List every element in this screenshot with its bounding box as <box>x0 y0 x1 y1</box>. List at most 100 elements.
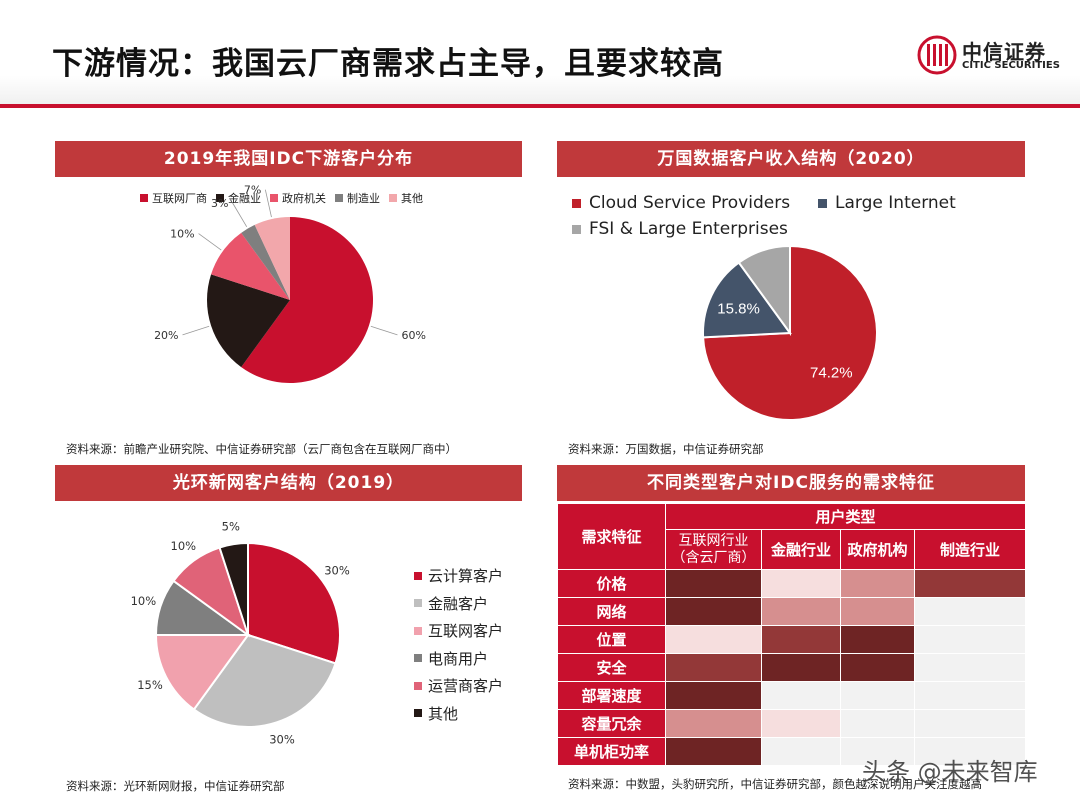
panel2-legend: Cloud Service Providers Large Internet FSI… <box>572 190 992 242</box>
heat-cell <box>665 681 762 710</box>
citic-logo: 中信证券 CITIC SECURITIES <box>916 35 1066 76</box>
heat-cell <box>913 653 1027 682</box>
legend-item: 其他 <box>414 700 503 728</box>
col-group-header: 用户类型 <box>664 503 1027 530</box>
pie-slice <box>702 261 792 339</box>
legend-item: 其他 <box>389 190 423 206</box>
data-label: 30% <box>324 563 350 577</box>
heat-cell <box>761 597 841 626</box>
panel4-title: 不同类型客户对IDC服务的需求特征 <box>557 465 1025 501</box>
legend-label: 运营商客户 <box>428 677 504 696</box>
data-label: 60% <box>401 329 425 342</box>
heat-cell <box>840 597 915 626</box>
data-label: 10% <box>131 594 157 608</box>
legend-swatch <box>216 194 224 202</box>
heat-cell <box>761 569 841 598</box>
legend-item: 制造业 <box>335 190 380 206</box>
data-label: 30% <box>269 733 295 747</box>
legend-label: 金融业 <box>228 192 261 205</box>
row-label: 部署速度 <box>557 681 666 710</box>
legend-swatch <box>335 194 343 202</box>
panel3-source: 资料来源：光环新网财报，中信证券研究部 <box>66 779 285 793</box>
table-row: 安全 <box>557 653 1027 682</box>
pie-chart-sinnet-customers: 30% 30% 15% 10% 10% 5% <box>131 519 350 747</box>
legend-label: 电商用户 <box>428 649 489 668</box>
heat-cell <box>913 569 1027 598</box>
table-row: 单机柜功率 <box>557 737 1027 766</box>
logo-text-cn: 中信证券 <box>962 40 1046 64</box>
panel1-source: 资料来源：前瞻产业研究院、中信证券研究部（云厂商包含在互联网厂商中） <box>66 442 457 456</box>
column-header: 金融行业 <box>761 529 841 570</box>
column-header: 制造行业 <box>913 529 1027 570</box>
heat-cell <box>840 709 915 738</box>
data-label: 3% <box>211 197 228 210</box>
pie-slice <box>218 541 249 636</box>
heat-cell <box>840 653 915 682</box>
legend-label: 互联网厂商 <box>152 192 207 205</box>
header-divider <box>0 104 1080 108</box>
legend-swatch <box>270 194 278 202</box>
heat-cell <box>840 681 915 710</box>
leader-line <box>232 202 248 228</box>
pie-slice <box>154 634 250 711</box>
legend-item: 金融客户 <box>414 590 503 618</box>
legend-item: 互联网客户 <box>414 617 503 645</box>
heat-cell <box>761 737 841 766</box>
row-label: 单机柜功率 <box>557 737 666 766</box>
legend-item: 互联网厂商 <box>140 190 207 206</box>
legend-label: 其他 <box>401 192 423 205</box>
heat-cell <box>840 625 915 654</box>
page-title: 下游情况：我国云厂商需求占主导，且要求较高 <box>52 46 724 82</box>
legend-label: 互联网客户 <box>428 622 504 641</box>
leader-line <box>198 233 222 251</box>
heat-cell <box>665 625 762 654</box>
pie-slice <box>241 217 373 383</box>
data-label: 10% <box>171 539 197 553</box>
legend-item: 电商用户 <box>414 645 503 673</box>
legend-swatch <box>818 198 828 208</box>
heat-cell <box>665 709 762 738</box>
legend-label: Large Internet <box>835 193 956 213</box>
pie-slice <box>192 633 337 728</box>
heat-cell <box>913 625 1027 654</box>
data-label: 5% <box>222 519 240 533</box>
table-row: 部署速度 <box>557 681 1027 710</box>
heat-cell <box>761 625 841 654</box>
column-header: 政府机构 <box>840 529 915 570</box>
heat-cell <box>665 653 762 682</box>
data-label: 10% <box>170 228 194 241</box>
legend-swatch <box>414 599 422 608</box>
panel3-title: 光环新网客户结构（2019） <box>55 465 522 501</box>
table-row: 位置 <box>557 625 1027 654</box>
leader-line <box>370 325 398 336</box>
watermark: 头条 @未来智库 <box>862 758 1038 786</box>
panel3-legend: 云计算客户 金融客户互联网客户电商用户运营商客户其他 <box>414 562 503 727</box>
heat-cell <box>761 681 841 710</box>
panel4-source: 资料来源：中数盟，头豹研究所，中信证券研究部，颜色越深说明用户关注度越高 <box>568 777 982 791</box>
leader-line <box>264 189 272 218</box>
panel1-title: 2019年我国IDC下游客户分布 <box>55 141 522 177</box>
heat-cell <box>761 653 841 682</box>
legend-item: Large Internet <box>818 193 956 213</box>
pie-slice <box>207 274 290 368</box>
legend-label: 制造业 <box>347 192 380 205</box>
legend-item: 金融业 <box>216 190 261 206</box>
legend-swatch <box>414 654 422 663</box>
legend-item: 政府机关 <box>270 190 326 206</box>
citic-emblem-icon <box>917 35 957 75</box>
heat-cell <box>913 737 1027 766</box>
panel1-legend: 互联网厂商 金融业 政府机关 制造业 其他 <box>140 190 423 206</box>
legend-label: FSI & Large Enterprises <box>589 219 788 239</box>
table-row: 网络 <box>557 597 1027 626</box>
table-row: 价格 <box>557 569 1027 598</box>
pie-slice <box>211 232 290 300</box>
demand-heatmap-table: 需求特征 用户类型 互联网行业（含云厂商） 金融行业 政府机构 制造行业 价格 网络 位置 安全部… <box>557 503 1027 766</box>
row-label: 安全 <box>557 653 666 682</box>
data-label: 7% <box>244 184 261 197</box>
legend-swatch <box>414 709 422 718</box>
header-bar <box>0 0 1080 108</box>
legend-item: 云计算客户 <box>414 562 503 590</box>
leader-line <box>182 325 210 336</box>
heat-cell <box>913 681 1027 710</box>
logo-text-en: CITIC SECURITIES <box>962 60 1060 71</box>
